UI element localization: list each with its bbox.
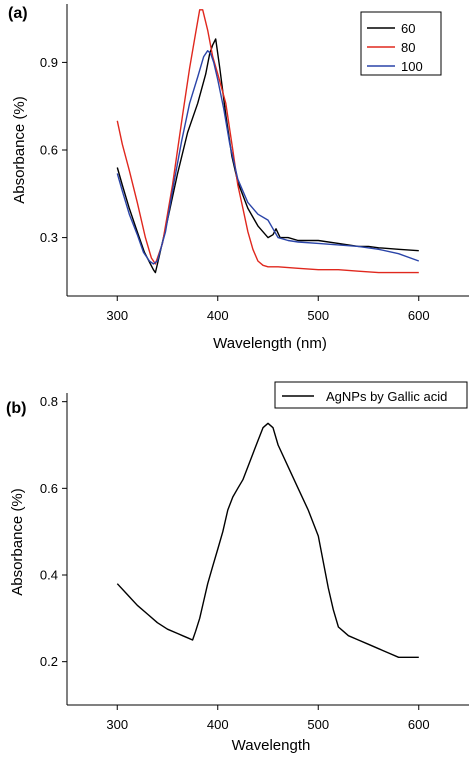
panel-b-y-tick-label: 0.8 [40,394,58,409]
panel-a-series-line-3 [116,50,420,265]
panel-b-x-tick-label: 400 [207,717,229,732]
panel-a-label: (a) [8,5,28,22]
panel-a-legend-box [360,11,442,76]
panel-b-legend-label: AgNPs by Gallic acid [326,389,447,404]
panel-b-series-line-1 [116,422,419,658]
panel-a-series-line-2 [116,9,419,274]
panel-a-x-tick-label: 500 [307,308,329,323]
panel-a-legend-label: 80 [401,40,415,55]
panel-b-x-tick-label: 300 [106,717,128,732]
panel-b-legend: AgNPs by Gallic acid [274,381,468,409]
panel-a-y-tick-label: 0.9 [40,55,58,70]
panel-a-x-tick-label: 300 [106,308,128,323]
panel-b-x-axis-title: Wavelength [232,737,311,754]
panel-a-legend-label: 60 [401,21,415,36]
panel-b-y-tick-label: 0.4 [40,568,58,583]
panel-b-x-tick-label: 600 [408,717,430,732]
panel-a-y-tick-label: 0.3 [40,230,58,245]
panel-a-y-tick-label: 0.6 [40,143,58,158]
panel-b-y-tick-label: 0.2 [40,654,58,669]
panel-b-legend-box [274,381,468,409]
panel-b-y-axis-title: Absorbance (%) [9,488,26,596]
panel-a: (a) 0.3 0.6 0.9 300 400 500 600 Wavelength (n… [8,4,469,352]
panel-b-x-tick-label: 500 [307,717,329,732]
panel-b: (b) 0.2 0.4 0.6 0.8 300 400 500 600 Wavelength… [6,381,469,754]
panel-a-x-axis-title: Wavelength (nm) [213,335,327,352]
panel-a-x-tick-label: 400 [207,308,229,323]
panel-b-y-tick-label: 0.6 [40,481,58,496]
panel-a-y-axis-title: Absorbance (%) [11,96,28,204]
panel-b-label: (b) [6,400,26,417]
panel-a-legend-label: 100 [401,59,423,74]
panel-a-legend: 60 80 100 [360,11,442,76]
panel-a-x-tick-label: 600 [408,308,430,323]
